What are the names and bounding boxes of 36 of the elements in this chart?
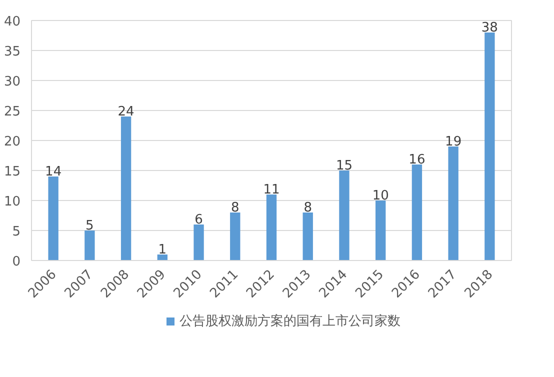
data-label: 15: [336, 158, 353, 174]
data-label: 24: [118, 104, 134, 120]
y-tick-label: 5: [12, 224, 21, 240]
data-label: 11: [263, 182, 280, 198]
data-label: 10: [372, 188, 389, 204]
y-tick-label: 10: [4, 194, 21, 210]
data-label: 19: [445, 134, 462, 150]
bar: [448, 146, 458, 260]
bar: [48, 176, 58, 260]
bar: [484, 32, 495, 260]
bar: [302, 212, 313, 260]
data-label: 14: [45, 164, 62, 180]
y-tick-label: 40: [4, 14, 21, 30]
data-label: 5: [86, 218, 94, 234]
data-label: 6: [194, 212, 203, 228]
y-tick-label: 15: [4, 164, 21, 180]
data-label: 16: [408, 152, 426, 168]
data-label: 8: [231, 200, 240, 216]
bar: [194, 224, 204, 260]
y-tick-label: 25: [4, 104, 21, 120]
bar: [120, 116, 132, 260]
bar: [84, 230, 95, 260]
y-tick-label: 0: [12, 254, 21, 270]
data-label: 8: [304, 200, 312, 216]
y-tick-label: 30: [4, 74, 21, 90]
data-label: 1: [158, 242, 167, 258]
bar: [157, 254, 168, 260]
bar: [376, 200, 386, 260]
bar: [266, 194, 277, 260]
legend-label: 公告股权激励方案的国有上市公司家数: [180, 313, 400, 330]
data-label: 38: [481, 20, 498, 36]
y-tick-label: 20: [4, 134, 21, 150]
bar: [339, 170, 350, 260]
bar: [230, 212, 240, 260]
bar: [412, 164, 422, 260]
y-tick-label: 35: [4, 44, 21, 60]
